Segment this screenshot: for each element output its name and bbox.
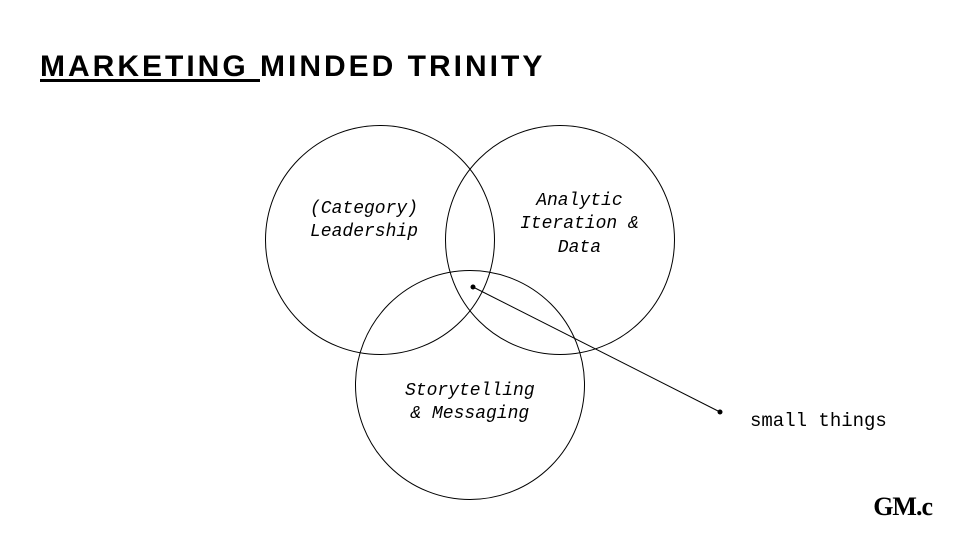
callout-label: small things xyxy=(750,410,887,432)
brand-logo: GM.c xyxy=(873,492,932,522)
venn-label-right: Analytic Iteration & Data xyxy=(520,190,639,260)
venn-diagram: (Category) Leadership Analytic Iteration… xyxy=(0,0,960,540)
venn-label-left: (Category) Leadership xyxy=(310,198,418,245)
venn-label-bottom: Storytelling & Messaging xyxy=(405,380,535,427)
callout-end-dot xyxy=(718,410,723,415)
